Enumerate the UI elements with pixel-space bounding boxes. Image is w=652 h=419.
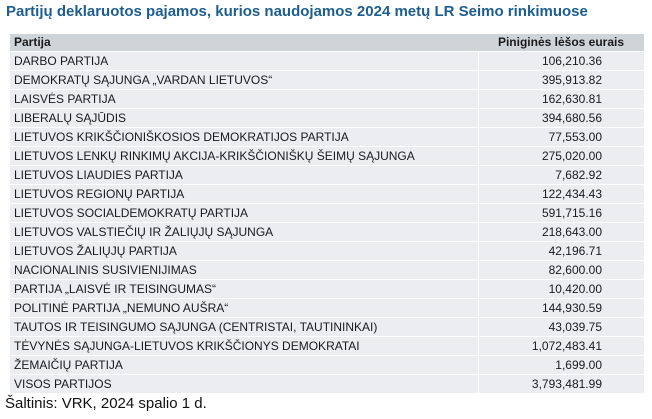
page-title: Partijų deklaruotos pajamos, kurios naud…	[6, 3, 588, 20]
party-name-cell: LIETUVOS REGIONŲ PARTIJA	[10, 184, 479, 204]
table-row: LIETUVOS KRIKŠČIONIŠKOSIOS DEMOKRATIJOS …	[10, 127, 644, 147]
party-name-cell: LAISVĖS PARTIJA	[10, 89, 479, 109]
amount-cell: 144,930.59	[478, 298, 644, 318]
party-name-cell: ŽEMAIČIŲ PARTIJA	[10, 355, 479, 375]
party-name-cell: DARBO PARTIJA	[10, 51, 479, 71]
amount-cell: 275,020.00	[478, 146, 644, 166]
amount-cell: 42,196.71	[478, 241, 644, 261]
amount-cell: 1,699.00	[478, 355, 644, 375]
amount-cell: 43,039.75	[478, 317, 644, 337]
table-row: LIBERALŲ SĄJŪDIS 394,680.56	[10, 108, 644, 128]
table-row: TĖVYNĖS SĄJUNGA-LIETUVOS KRIKŠČIONYS DEM…	[10, 336, 644, 356]
amount-cell: 77,553.00	[478, 127, 644, 147]
table-header-row: Partija Piniginės lėšos eurais	[10, 33, 644, 52]
party-name-cell: LIETUVOS LENKŲ RINKIMŲ AKCIJA-KRIKŠČIONI…	[10, 146, 479, 166]
table-body: DARBO PARTIJA 106,210.36 DEMOKRATŲ SĄJUNGA…	[10, 51, 644, 393]
party-name-cell: POLITINĖ PARTIJA „NEMUNO AUŠRA“	[10, 298, 479, 318]
amount-cell: 1,072,483.41	[478, 336, 644, 356]
party-name-cell: LIETUVOS VALSTIEČIŲ IR ŽALIŲJŲ SĄJUNGA	[10, 222, 479, 242]
amount-cell: 395,913.82	[478, 70, 644, 90]
amount-cell: 218,643.00	[478, 222, 644, 242]
table-row: LAISVĖS PARTIJA 162,630.81	[10, 89, 644, 109]
party-name-cell: PARTIJA „LAISVĖ IR TEISINGUMAS“	[10, 279, 479, 299]
amount-cell: 394,680.56	[478, 108, 644, 128]
party-name-cell: LIETUVOS ŽALIŲJŲ PARTIJA	[10, 241, 479, 261]
party-column-header: Partija	[10, 33, 478, 52]
table-row: ŽEMAIČIŲ PARTIJA 1,699.00	[10, 355, 644, 375]
amount-cell: 122,434.43	[478, 184, 644, 204]
amount-cell: 162,630.81	[478, 89, 644, 109]
table-row: LIETUVOS ŽALIŲJŲ PARTIJA 42,196.71	[10, 241, 644, 261]
table-total-row: VISOS PARTIJOS 3,793,481.99	[10, 374, 644, 393]
table-row: DEMOKRATŲ SĄJUNGA „VARDAN LIETUVOS“ 395,9…	[10, 70, 644, 90]
party-name-cell: LIETUVOS SOCIALDEMOKRATŲ PARTIJA	[10, 203, 479, 223]
table-row: TAUTOS IR TEISINGUMO SĄJUNGA (CENTRISTAI…	[10, 317, 644, 337]
party-name-cell: LIETUVOS KRIKŠČIONIŠKOSIOS DEMOKRATIJOS …	[10, 127, 479, 147]
table-row: LIETUVOS SOCIALDEMOKRATŲ PARTIJA 591,715.…	[10, 203, 644, 223]
source-note: Šaltinis: VRK, 2024 spalio 1 d.	[5, 395, 207, 412]
amount-cell: 7,682.92	[478, 165, 644, 185]
amount-cell: 3,793,481.99	[478, 374, 644, 393]
table-row: LIETUVOS REGIONŲ PARTIJA 122,434.43	[10, 184, 644, 204]
amount-cell: 591,715.16	[478, 203, 644, 223]
party-name-cell: TAUTOS IR TEISINGUMO SĄJUNGA (CENTRISTAI…	[10, 317, 479, 337]
income-table: Partija Piniginės lėšos eurais DARBO PAR…	[10, 33, 644, 393]
table-row: POLITINĖ PARTIJA „NEMUNO AUŠRA“ 144,930.5…	[10, 298, 644, 318]
party-name-cell: DEMOKRATŲ SĄJUNGA „VARDAN LIETUVOS“	[10, 70, 479, 90]
table-row: NACIONALINIS SUSIVIENIJIMAS 82,600.00	[10, 260, 644, 280]
table-row: DARBO PARTIJA 106,210.36	[10, 51, 644, 71]
party-name-cell: LIETUVOS LIAUDIES PARTIJA	[10, 165, 479, 185]
table-row: LIETUVOS LENKŲ RINKIMŲ AKCIJA-KRIKŠČIONI…	[10, 146, 644, 166]
amount-cell: 106,210.36	[478, 51, 644, 71]
party-name-cell: TĖVYNĖS SĄJUNGA-LIETUVOS KRIKŠČIONYS DEM…	[10, 336, 479, 356]
amount-cell: 10,420.00	[478, 279, 644, 299]
party-name-cell: VISOS PARTIJOS	[10, 374, 479, 393]
party-name-cell: LIBERALŲ SĄJŪDIS	[10, 108, 479, 128]
table-row: PARTIJA „LAISVĖ IR TEISINGUMAS“ 10,420.00	[10, 279, 644, 299]
table-row: LIETUVOS LIAUDIES PARTIJA 7,682.92	[10, 165, 644, 185]
amount-cell: 82,600.00	[478, 260, 644, 280]
amount-column-header: Piniginės lėšos eurais	[478, 33, 644, 52]
party-name-cell: NACIONALINIS SUSIVIENIJIMAS	[10, 260, 479, 280]
table-row: LIETUVOS VALSTIEČIŲ IR ŽALIŲJŲ SĄJUNGA 21…	[10, 222, 644, 242]
